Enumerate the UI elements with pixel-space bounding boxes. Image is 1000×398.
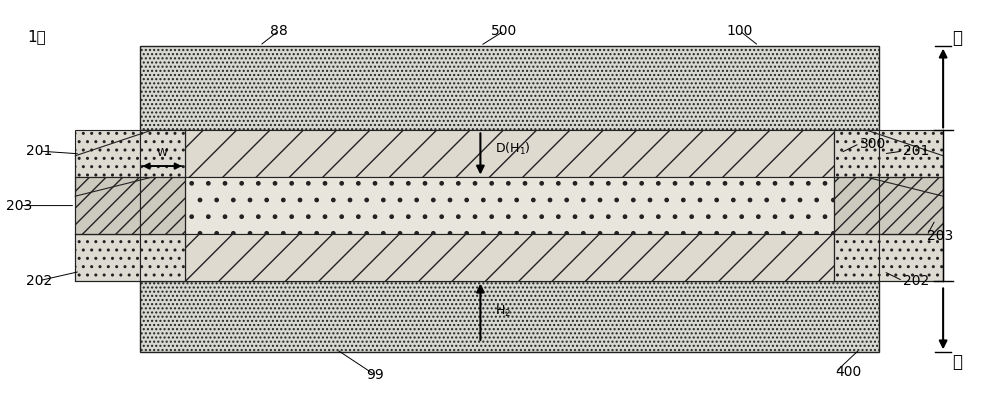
Bar (75, 234, 140, 281)
Bar (140, 46, 879, 131)
Text: 203: 203 (6, 199, 33, 213)
Text: D(H$_1$): D(H$_1$) (495, 141, 531, 157)
Bar (140, 131, 185, 178)
Text: 400: 400 (836, 365, 862, 379)
Bar (140, 281, 879, 352)
Text: 88: 88 (270, 24, 288, 38)
Bar (879, 131, 943, 178)
Bar (140, 178, 185, 234)
Bar (834, 131, 879, 178)
Text: 1：: 1： (27, 29, 46, 44)
Text: 100: 100 (726, 24, 753, 38)
Text: 201: 201 (26, 144, 52, 158)
Text: W: W (157, 148, 168, 158)
Bar (140, 234, 185, 281)
Text: 203: 203 (927, 229, 953, 243)
Text: 202: 202 (26, 274, 52, 288)
Text: 202: 202 (903, 274, 929, 288)
Text: 500: 500 (491, 24, 518, 38)
Text: 300: 300 (860, 137, 886, 150)
Text: 99: 99 (366, 368, 384, 382)
Bar (879, 234, 943, 281)
Text: 201: 201 (903, 144, 929, 158)
Bar (185, 234, 834, 281)
Bar (834, 234, 879, 281)
Text: 下: 下 (953, 353, 963, 371)
Bar (879, 178, 943, 234)
Bar (185, 131, 834, 178)
Text: H$_2$: H$_2$ (495, 304, 511, 319)
Bar (75, 131, 140, 178)
Bar (75, 178, 140, 234)
Text: 上: 上 (953, 29, 963, 47)
Bar (185, 178, 834, 234)
Bar (834, 178, 879, 234)
